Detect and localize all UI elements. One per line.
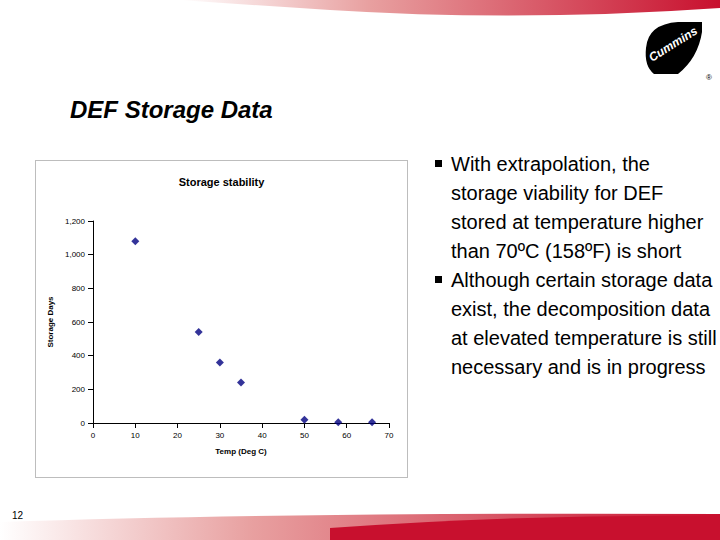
svg-text:400: 400 — [72, 351, 86, 360]
svg-text:0: 0 — [81, 419, 86, 428]
svg-text:20: 20 — [173, 431, 182, 440]
svg-text:1,200: 1,200 — [65, 217, 86, 226]
svg-text:60: 60 — [342, 431, 351, 440]
svg-text:10: 10 — [131, 431, 140, 440]
svg-text:Storage Days: Storage Days — [46, 296, 55, 348]
svg-text:600: 600 — [72, 318, 86, 327]
html-text:12: 12 — [12, 510, 24, 521]
svg-text:30: 30 — [215, 431, 224, 440]
svg-text:Cummins: Cummins — [646, 24, 700, 65]
svg-text:0: 0 — [91, 431, 96, 440]
svg-text:200: 200 — [72, 385, 86, 394]
svg-text:®: ® — [706, 73, 712, 82]
html-text:Although certain storage data: Although certain storage data exist, the… — [451, 269, 717, 378]
svg-text:Storage stability: Storage stability — [179, 176, 265, 188]
svg-text:800: 800 — [72, 284, 86, 293]
svg-text:70: 70 — [385, 431, 394, 440]
svg-text:40: 40 — [258, 431, 267, 440]
svg-text:1,000: 1,000 — [65, 250, 86, 259]
html-text:With extrapolation, the storag: With extrapolation, the storage viabilit… — [451, 153, 704, 262]
svg-text:Temp (Deg C): Temp (Deg C) — [215, 447, 267, 456]
svg-text:50: 50 — [300, 431, 309, 440]
html-text:DEF Storage Data: DEF Storage Data — [70, 96, 273, 123]
